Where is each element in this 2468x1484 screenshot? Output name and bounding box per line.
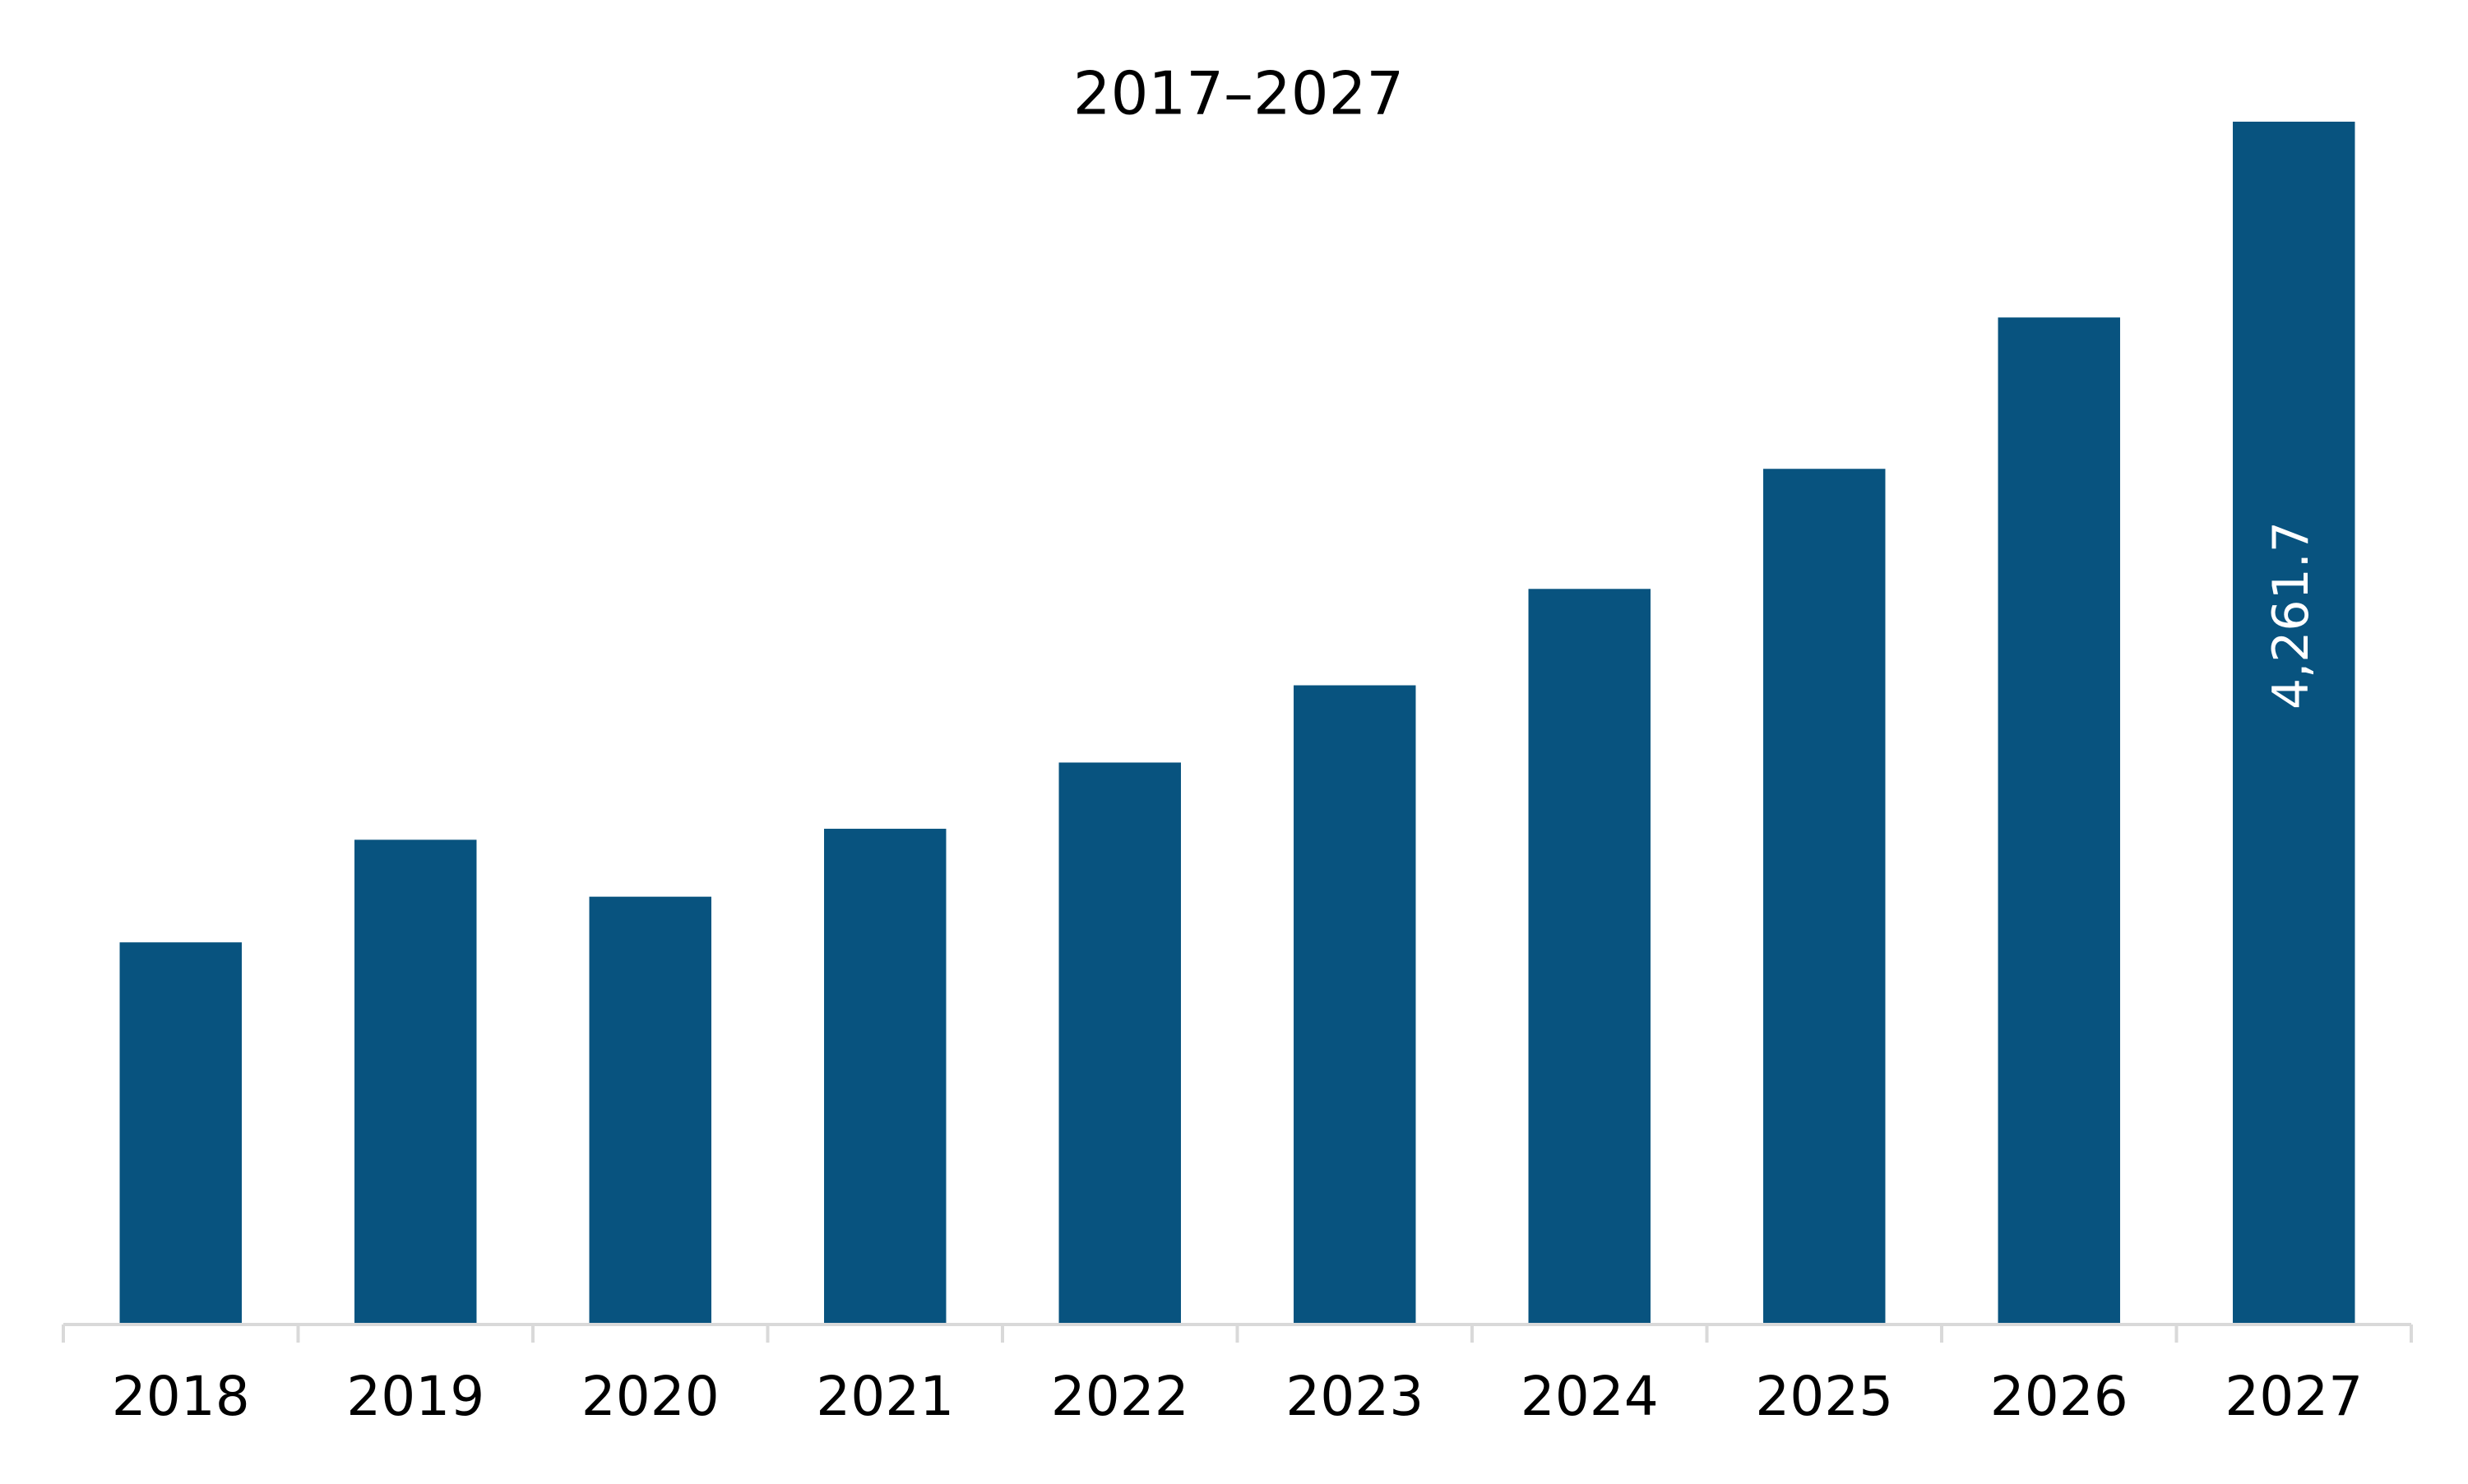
x-tick-label: 2025 [1755, 1365, 1893, 1428]
bar [354, 839, 477, 1323]
x-tick-label: 2022 [1051, 1365, 1189, 1428]
x-tick-label: 2024 [1521, 1365, 1659, 1428]
bar [1058, 762, 1181, 1323]
bar [1528, 589, 1651, 1323]
bar [824, 829, 947, 1323]
bar [2233, 122, 2355, 1323]
bar [1763, 469, 1886, 1323]
bar [1998, 317, 2120, 1323]
x-tick-label: 2023 [1285, 1365, 1424, 1428]
bar [1294, 685, 1416, 1323]
x-tick-label: 2021 [816, 1365, 954, 1428]
x-tick-label: 2019 [346, 1365, 484, 1428]
bar [119, 942, 242, 1323]
x-tick-label: 2027 [2225, 1365, 2363, 1428]
chart-title: 2017–2027 [1073, 59, 1404, 128]
value-label: 4,261.7 [2262, 521, 2320, 710]
x-tick-label: 2018 [112, 1365, 250, 1428]
x-tick-label: 2020 [581, 1365, 720, 1428]
x-tick-label: 2026 [1990, 1365, 2128, 1428]
bar [589, 896, 711, 1323]
